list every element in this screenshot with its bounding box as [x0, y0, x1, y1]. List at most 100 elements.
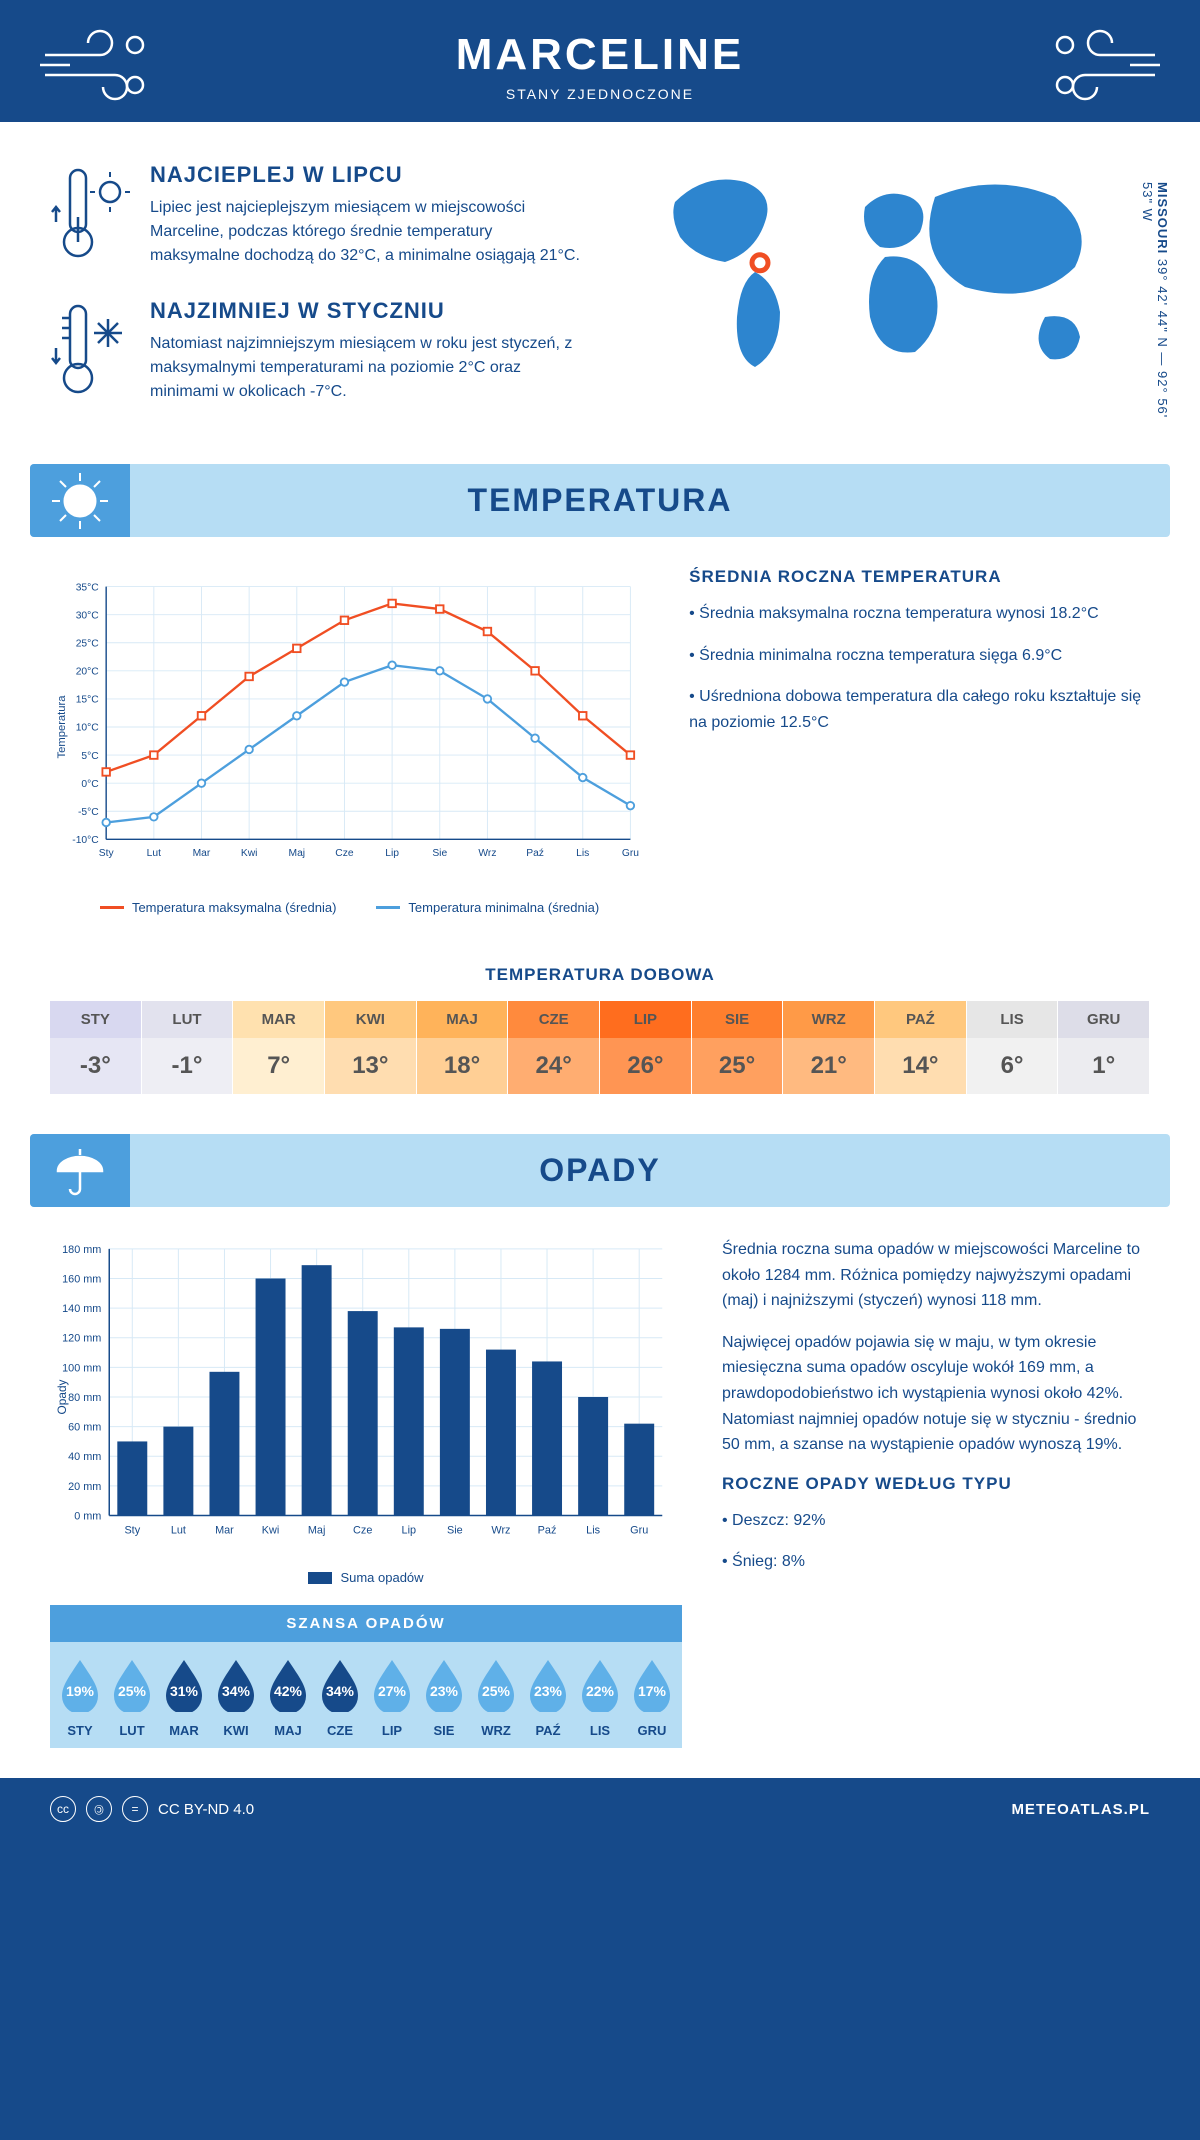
svg-text:5°C: 5°C [81, 751, 99, 762]
svg-text:Mar: Mar [193, 848, 211, 859]
svg-text:0 mm: 0 mm [74, 1510, 101, 1522]
cc-nd-icon: = [122, 1796, 148, 1822]
svg-text:Maj: Maj [289, 848, 306, 859]
svg-text:40 mm: 40 mm [68, 1451, 101, 1463]
svg-text:Lis: Lis [576, 848, 589, 859]
precipitation-body: 0 mm20 mm40 mm60 mm80 mm100 mm120 mm140 … [0, 1207, 1200, 1778]
temperature-summary: ŚREDNIA ROCZNA TEMPERATURA • Średnia mak… [689, 567, 1150, 915]
location-coords: MISSOURI 39° 42' 44" N — 92° 56' 53" W [1140, 182, 1170, 434]
intro-section: NAJCIEPLEJ W LIPCU Lipiec jest najcieple… [0, 122, 1200, 464]
svg-text:34%: 34% [222, 1683, 251, 1699]
svg-text:25°C: 25°C [76, 638, 100, 649]
precip-type-item: • Deszcz: 92% [722, 1508, 1150, 1534]
svg-text:-10°C: -10°C [72, 835, 99, 846]
coldest-body: Natomiast najzimniejszym miesiącem w rok… [150, 332, 580, 404]
precip-p2: Najwięcej opadów pojawia się w maju, w t… [722, 1330, 1150, 1458]
precip-chance-title: SZANSA OPADÓW [50, 1605, 682, 1642]
svg-text:Sty: Sty [99, 848, 115, 859]
svg-text:100 mm: 100 mm [62, 1362, 101, 1374]
temperature-title: TEMPERATURA [30, 482, 1170, 519]
daily-temp-cell: SIE 25° [692, 1001, 784, 1094]
svg-text:10°C: 10°C [76, 723, 100, 734]
svg-text:20 mm: 20 mm [68, 1481, 101, 1493]
temp-bullet: • Średnia minimalna roczna temperatura s… [689, 643, 1150, 669]
precip-by-type-title: ROCZNE OPADY WEDŁUG TYPU [722, 1474, 1150, 1494]
svg-text:34%: 34% [326, 1683, 355, 1699]
precipitation-section-head: OPADY [30, 1134, 1170, 1207]
svg-text:180 mm: 180 mm [62, 1244, 101, 1256]
infographic-root: MARCELINE STANY ZJEDNOCZONE NAJCIEPLEJ W… [0, 0, 1200, 1840]
svg-text:35°C: 35°C [76, 582, 100, 593]
svg-text:60 mm: 60 mm [68, 1422, 101, 1434]
intro-facts: NAJCIEPLEJ W LIPCU Lipiec jest najcieple… [50, 162, 580, 434]
svg-text:Sty: Sty [124, 1524, 140, 1536]
svg-text:Paź: Paź [538, 1524, 557, 1536]
page-subtitle: STANY ZJEDNOCZONE [50, 86, 1150, 102]
svg-text:30°C: 30°C [76, 610, 100, 621]
svg-text:Gru: Gru [630, 1524, 648, 1536]
svg-text:Cze: Cze [353, 1524, 372, 1536]
temperature-section-head: TEMPERATURA [30, 464, 1170, 537]
hottest-body: Lipiec jest najcieplejszym miesiącem w m… [150, 196, 580, 268]
umbrella-icon [30, 1134, 130, 1207]
svg-text:Gru: Gru [622, 848, 639, 859]
svg-text:22%: 22% [586, 1683, 615, 1699]
precip-drop: 25% WRZ [472, 1656, 520, 1738]
svg-text:Lut: Lut [171, 1524, 186, 1536]
temperature-chart-col: -10°C-5°C0°C5°C10°C15°C20°C25°C30°C35°CS… [50, 567, 649, 915]
daily-temp-title: TEMPERATURA DOBOWA [0, 965, 1200, 985]
svg-text:25%: 25% [482, 1683, 511, 1699]
daily-temp-cell: LIS 6° [967, 1001, 1059, 1094]
precipitation-title: OPADY [30, 1152, 1170, 1189]
footer-license: cc 🄯 = CC BY-ND 4.0 [50, 1796, 254, 1822]
svg-text:25%: 25% [118, 1683, 147, 1699]
footer: cc 🄯 = CC BY-ND 4.0 METEOATLAS.PL [0, 1778, 1200, 1840]
precip-drop: 25% LUT [108, 1656, 156, 1738]
precipitation-chart-col: 0 mm20 mm40 mm60 mm80 mm100 mm120 mm140 … [50, 1237, 682, 1748]
svg-text:Lip: Lip [402, 1524, 416, 1536]
svg-text:Mar: Mar [215, 1524, 234, 1536]
daily-temp-cell: LUT -1° [142, 1001, 234, 1094]
svg-text:Wrz: Wrz [478, 848, 496, 859]
daily-temp-cell: GRU 1° [1058, 1001, 1150, 1094]
svg-text:27%: 27% [378, 1683, 407, 1699]
wind-swirl-left-icon [40, 25, 150, 105]
daily-temp-cell: CZE 24° [508, 1001, 600, 1094]
svg-text:20°C: 20°C [76, 667, 100, 678]
page-title: MARCELINE [50, 30, 1150, 80]
daily-temp-cell: KWI 13° [325, 1001, 417, 1094]
thermometer-hot-icon [50, 162, 130, 262]
hottest-title: NAJCIEPLEJ W LIPCU [150, 162, 580, 188]
precip-p1: Średnia roczna suma opadów w miejscowośc… [722, 1237, 1150, 1314]
precip-drop: 34% KWI [212, 1656, 260, 1738]
hottest-fact: NAJCIEPLEJ W LIPCU Lipiec jest najcieple… [50, 162, 580, 268]
svg-text:160 mm: 160 mm [62, 1273, 101, 1285]
svg-text:Cze: Cze [335, 848, 354, 859]
svg-text:-5°C: -5°C [78, 807, 99, 818]
svg-text:Lut: Lut [147, 848, 161, 859]
footer-site: METEOATLAS.PL [1011, 1801, 1150, 1818]
precip-drop: 23% PAŹ [524, 1656, 572, 1738]
precipitation-bar-chart: 0 mm20 mm40 mm60 mm80 mm100 mm120 mm140 … [50, 1237, 682, 1557]
svg-text:Lis: Lis [586, 1524, 600, 1536]
svg-text:Sie: Sie [447, 1524, 463, 1536]
svg-text:Wrz: Wrz [491, 1524, 510, 1536]
cc-by-icon: 🄯 [86, 1796, 112, 1822]
precipitation-summary: Średnia roczna suma opadów w miejscowośc… [722, 1237, 1150, 1748]
temp-summary-title: ŚREDNIA ROCZNA TEMPERATURA [689, 567, 1150, 587]
svg-text:Maj: Maj [308, 1524, 326, 1536]
svg-text:Kwi: Kwi [262, 1524, 280, 1536]
svg-text:140 mm: 140 mm [62, 1303, 101, 1315]
svg-text:Lip: Lip [385, 848, 399, 859]
license-label: CC BY-ND 4.0 [158, 1801, 254, 1818]
svg-text:Temperatura: Temperatura [56, 695, 68, 759]
temp-bullet: • Średnia maksymalna roczna temperatura … [689, 601, 1150, 627]
svg-text:Paź: Paź [526, 848, 544, 859]
svg-text:19%: 19% [66, 1683, 95, 1699]
svg-text:Opady: Opady [55, 1379, 69, 1414]
svg-text:42%: 42% [274, 1683, 303, 1699]
svg-text:23%: 23% [430, 1683, 459, 1699]
daily-temp-cell: LIP 26° [600, 1001, 692, 1094]
coldest-fact: NAJZIMNIEJ W STYCZNIU Natomiast najzimni… [50, 298, 580, 404]
precip-drop: 17% GRU [628, 1656, 676, 1738]
